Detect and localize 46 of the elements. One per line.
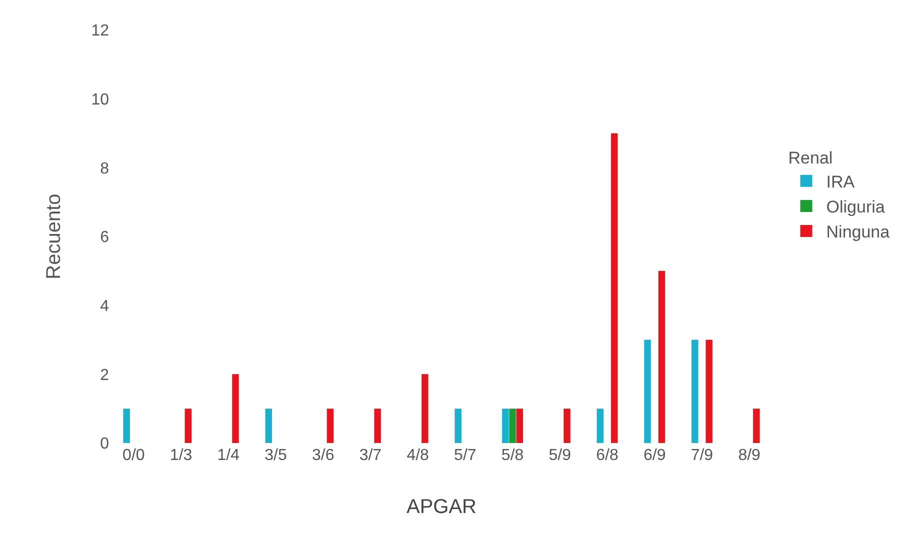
x-tick-label: 8/9 (738, 447, 761, 464)
y-tick-label: 2 (100, 366, 110, 384)
x-tick-label: 0/0 (122, 447, 145, 464)
bar (706, 340, 712, 443)
bar (184, 408, 192, 443)
x-tick-label: 1/3 (170, 447, 192, 464)
legend-label: Oliguria (826, 198, 886, 217)
x-tick-label: 4/8 (406, 447, 430, 464)
x-tick-label: 3/5 (264, 447, 287, 464)
bar (644, 340, 651, 443)
x-tick-label: 3/7 (359, 447, 382, 464)
bar (691, 340, 698, 443)
bar (502, 408, 509, 443)
legend-label: Ninguna (826, 222, 890, 242)
x-tick-label: 6/8 (596, 447, 618, 464)
bar (232, 374, 239, 443)
x-tick-label: 5/8 (501, 447, 524, 464)
y-tick-label: 10 (91, 91, 110, 108)
bar (516, 408, 524, 443)
bar (422, 374, 428, 443)
bar (374, 408, 381, 443)
bar (265, 408, 272, 443)
y-axis-title: Recuento (43, 194, 65, 280)
x-tick-label: 5/9 (548, 447, 572, 464)
legend-title: Renal (788, 148, 833, 168)
bar (753, 408, 760, 443)
x-tick-label: 7/9 (690, 447, 714, 464)
x-tick-label: 1/4 (217, 447, 240, 464)
bar (610, 133, 618, 443)
bar (454, 408, 462, 443)
y-tick-label: 8 (100, 160, 110, 178)
legend-label: IRA (826, 172, 856, 192)
bar (326, 408, 334, 443)
y-tick-label: 6 (100, 229, 110, 246)
bar (596, 408, 604, 443)
x-axis-title: APGAR (406, 496, 477, 518)
bar (564, 408, 570, 443)
y-tick-label: 12 (91, 22, 110, 40)
bar (509, 408, 516, 443)
x-tick-label: 5/7 (454, 447, 476, 464)
y-tick-label: 0 (100, 436, 110, 453)
bar (123, 408, 130, 443)
x-tick-label: 6/9 (643, 447, 666, 464)
bar (658, 270, 666, 443)
x-tick-label: 3/6 (312, 447, 334, 464)
y-tick-label: 4 (100, 298, 110, 315)
